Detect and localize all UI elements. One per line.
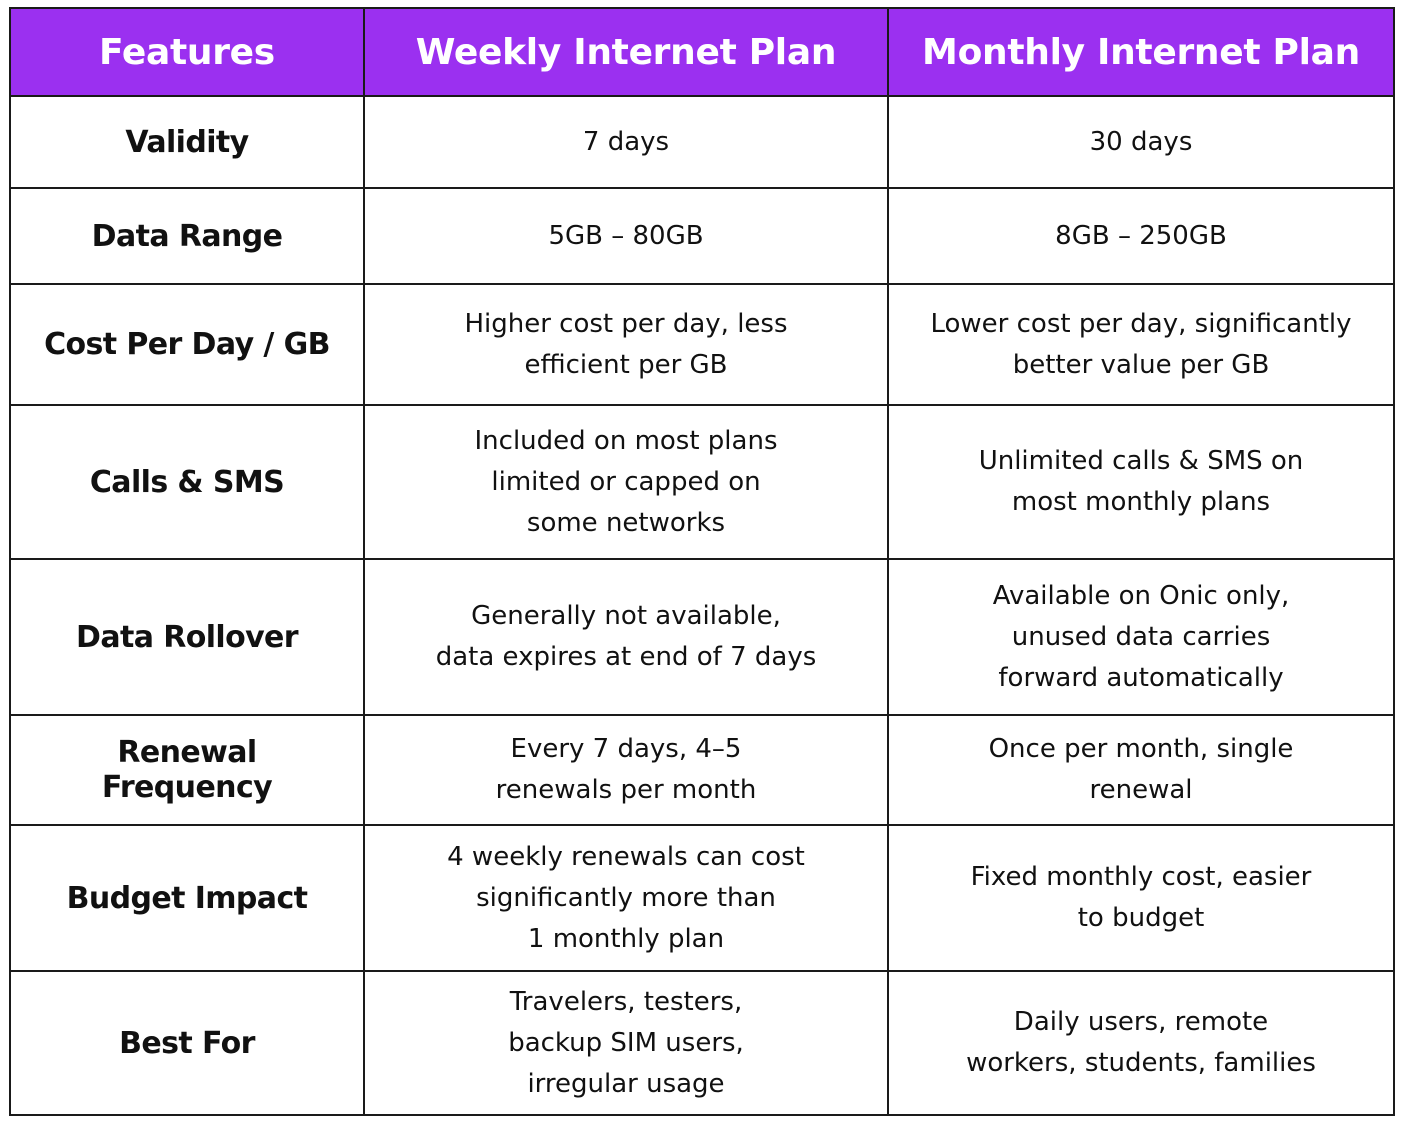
monthly-cell: Available on Onic only, unused data carr…: [887, 558, 1395, 716]
monthly-cell: Lower cost per day, significantly better…: [887, 283, 1395, 406]
table-row: Cost Per Day / GB Higher cost per day, l…: [9, 283, 1395, 406]
feature-label: Cost Per Day / GB: [9, 283, 365, 406]
feature-label: Best For: [9, 970, 365, 1116]
table-row: Data Rollover Generally not available, d…: [9, 558, 1395, 716]
feature-label: Data Range: [9, 187, 365, 285]
table-row: Renewal Frequency Every 7 days, 4–5 rene…: [9, 714, 1395, 826]
weekly-cell: Travelers, testers, backup SIM users, ir…: [363, 970, 889, 1116]
table-row: Data Range 5GB – 80GB 8GB – 250GB: [9, 187, 1395, 285]
feature-label: Renewal Frequency: [9, 714, 365, 826]
table-row: Budget Impact 4 weekly renewals can cost…: [9, 824, 1395, 972]
table-row: Validity 7 days 30 days: [9, 95, 1395, 189]
monthly-cell: Daily users, remote workers, students, f…: [887, 970, 1395, 1116]
header-row: Features Weekly Internet Plan Monthly In…: [9, 7, 1395, 97]
monthly-cell: Once per month, single renewal: [887, 714, 1395, 826]
feature-label: Data Rollover: [9, 558, 365, 716]
table-row: Calls & SMS Included on most plans limit…: [9, 404, 1395, 560]
weekly-cell: Higher cost per day, less efficient per …: [363, 283, 889, 406]
feature-label: Calls & SMS: [9, 404, 365, 560]
monthly-cell: Unlimited calls & SMS on most monthly pl…: [887, 404, 1395, 560]
table-row: Best For Travelers, testers, backup SIM …: [9, 970, 1395, 1116]
weekly-cell: 5GB – 80GB: [363, 187, 889, 285]
weekly-cell: Included on most plans limited or capped…: [363, 404, 889, 560]
header-features: Features: [9, 7, 365, 97]
weekly-cell: 7 days: [363, 95, 889, 189]
feature-label: Validity: [9, 95, 365, 189]
plan-comparison-table: Features Weekly Internet Plan Monthly In…: [9, 7, 1395, 1116]
monthly-cell: Fixed monthly cost, easier to budget: [887, 824, 1395, 972]
monthly-cell: 30 days: [887, 95, 1395, 189]
weekly-cell: 4 weekly renewals can cost significantly…: [363, 824, 889, 972]
header-monthly-plan: Monthly Internet Plan: [887, 7, 1395, 97]
feature-label: Budget Impact: [9, 824, 365, 972]
monthly-cell: 8GB – 250GB: [887, 187, 1395, 285]
weekly-cell: Every 7 days, 4–5 renewals per month: [363, 714, 889, 826]
header-weekly-plan: Weekly Internet Plan: [363, 7, 889, 97]
weekly-cell: Generally not available, data expires at…: [363, 558, 889, 716]
